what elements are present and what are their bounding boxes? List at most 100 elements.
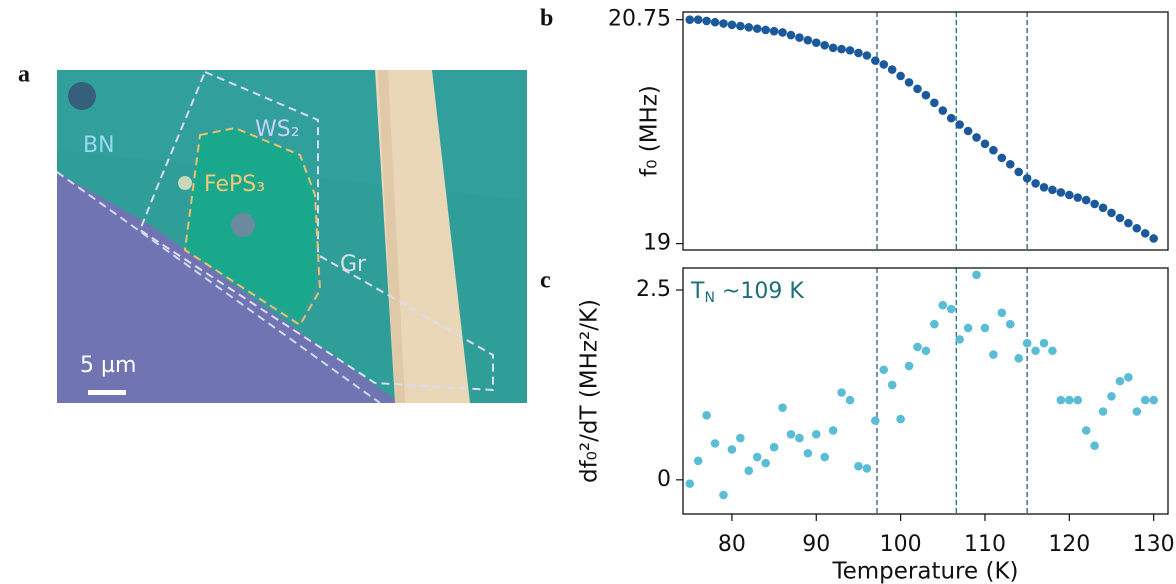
data-point <box>963 126 973 136</box>
data-point <box>1107 208 1116 218</box>
data-point <box>879 365 889 375</box>
data-point <box>904 78 914 87</box>
data-point <box>1031 346 1040 356</box>
data-point <box>1140 229 1150 238</box>
data-point <box>685 15 695 24</box>
data-point <box>1005 159 1015 169</box>
data-point <box>1115 213 1125 223</box>
data-point <box>946 304 956 314</box>
data-point <box>702 16 711 26</box>
annotation-part: T <box>690 279 705 304</box>
data-point <box>930 98 939 108</box>
data-point <box>989 350 998 359</box>
x-tick-label: 110 <box>964 532 1006 557</box>
data-point <box>1022 338 1032 348</box>
data-point <box>769 26 779 36</box>
data-point <box>955 335 964 344</box>
data-point <box>693 456 703 466</box>
data-point <box>803 448 813 458</box>
data-point <box>786 30 796 40</box>
panel-label: b <box>540 6 553 32</box>
data-point <box>1149 395 1158 405</box>
data-point <box>1098 407 1108 416</box>
data-point <box>989 145 998 155</box>
image-label: BN <box>83 133 115 158</box>
data-point <box>811 38 821 48</box>
data-point <box>1073 395 1083 405</box>
x-tick-label: 130 <box>1133 532 1175 557</box>
y-tick-label: 0 <box>657 467 671 492</box>
data-point <box>1132 407 1142 416</box>
x-tick-label: 80 <box>718 532 746 557</box>
data-point <box>1081 195 1091 205</box>
data-point <box>1048 346 1057 356</box>
x-tick-label: 90 <box>802 532 830 557</box>
data-point <box>752 452 762 462</box>
data-point <box>871 416 880 425</box>
data-point <box>862 464 872 473</box>
data-point <box>685 479 695 488</box>
annotation: TN ~109 K <box>690 279 804 306</box>
plot-frame <box>682 267 1169 515</box>
y-tick-label: 2.5 <box>636 277 671 302</box>
x-tick-label: 100 <box>880 532 922 557</box>
data-point <box>1014 167 1024 177</box>
data-point <box>980 323 990 333</box>
data-point <box>904 361 914 371</box>
data-point <box>778 28 787 37</box>
x-tick-label: 120 <box>1048 532 1090 557</box>
data-point <box>1014 354 1024 363</box>
image-label: WS₂ <box>255 117 300 142</box>
data-point <box>1107 392 1116 401</box>
data-point <box>963 323 973 333</box>
data-point <box>752 24 762 33</box>
data-point <box>803 35 813 45</box>
data-point <box>1081 426 1091 435</box>
panel-label: c <box>540 268 551 294</box>
data-point <box>761 25 770 35</box>
data-point <box>828 426 838 435</box>
data-point <box>887 65 897 74</box>
data-point <box>710 439 720 448</box>
data-point <box>820 452 830 462</box>
data-point <box>1065 395 1074 405</box>
data-point <box>862 51 872 60</box>
annotation-part: N <box>704 290 714 306</box>
data-point <box>1132 223 1142 233</box>
data-point <box>727 20 737 30</box>
data-point <box>1149 234 1158 243</box>
data-point <box>1124 373 1133 382</box>
data-point <box>828 43 838 53</box>
data-point <box>1098 203 1108 213</box>
data-point <box>938 106 948 115</box>
data-point <box>921 346 931 356</box>
y-axis-label: df₀²/dT (MHz²/K) <box>577 299 603 483</box>
data-point <box>1056 188 1066 197</box>
data-point <box>1056 395 1066 405</box>
data-point <box>845 46 855 55</box>
data-point <box>1022 174 1032 183</box>
data-point <box>811 429 821 439</box>
micrograph <box>57 70 527 403</box>
data-point <box>727 445 737 454</box>
data-point <box>693 15 703 24</box>
data-point <box>913 84 922 94</box>
data-point <box>837 44 846 54</box>
annotation-part: ~109 K <box>715 279 804 304</box>
data-point <box>955 120 964 129</box>
image-label: FePS₃ <box>204 172 265 197</box>
data-point <box>702 410 711 420</box>
data-point <box>997 153 1007 163</box>
data-point <box>913 342 922 352</box>
data-point <box>1031 179 1040 188</box>
data-point <box>1115 376 1125 386</box>
data-point <box>719 19 728 28</box>
data-point <box>736 433 745 443</box>
y-tick-label: 20.75 <box>608 7 671 32</box>
data-point <box>744 23 754 32</box>
data-point <box>1073 193 1083 202</box>
data-point <box>761 458 770 468</box>
y-axis-label: f₀ (MHz) <box>637 85 663 177</box>
